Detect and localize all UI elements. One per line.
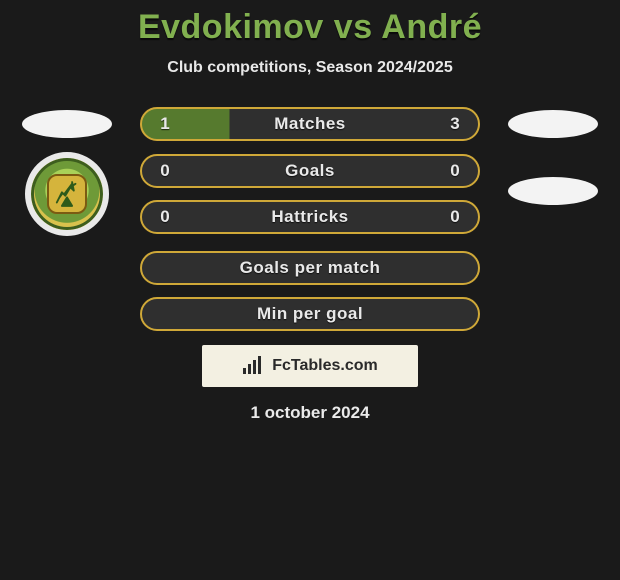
left-side-1 bbox=[12, 149, 122, 239]
stat-bar-gpm: Goals per match bbox=[140, 251, 480, 285]
right-side-4 bbox=[498, 297, 608, 331]
right-ellipse-icon bbox=[508, 110, 598, 138]
stat-left-value: 1 bbox=[156, 114, 174, 134]
stat-right-value: 3 bbox=[446, 114, 464, 134]
left-side-3 bbox=[12, 251, 122, 285]
row-1: 0 Goals 0 0 Hattricks 0 bbox=[12, 149, 608, 239]
stat-label: Matches bbox=[274, 114, 346, 134]
stat-label: Goals bbox=[285, 161, 335, 181]
right-side-0 bbox=[498, 110, 608, 138]
stat-label: Goals per match bbox=[240, 258, 381, 278]
club-crest-icon bbox=[22, 149, 112, 239]
stat-rows: 0 Goals 0 0 Hattricks 0 Goals per match bbox=[0, 149, 620, 331]
stat-bar-hattricks: 0 Hattricks 0 bbox=[140, 200, 480, 234]
row-0: 1 Matches 3 bbox=[0, 107, 620, 141]
stat-left-value: 0 bbox=[156, 207, 174, 227]
stat-bar-matches: 1 Matches 3 bbox=[140, 107, 480, 141]
stat-left-value: 0 bbox=[156, 161, 174, 181]
date-label: 1 october 2024 bbox=[0, 403, 620, 423]
deer-icon bbox=[50, 177, 84, 211]
page-title: Evdokimov vs André bbox=[0, 8, 620, 47]
left-ellipse-icon bbox=[22, 110, 112, 138]
bars-icon bbox=[242, 356, 264, 376]
right-ellipse-icon bbox=[508, 177, 598, 205]
left-side-4 bbox=[12, 297, 122, 331]
stat-bar-goals: 0 Goals 0 bbox=[140, 154, 480, 188]
right-side-3 bbox=[498, 251, 608, 285]
row-4: Min per goal bbox=[12, 297, 608, 331]
stat-bar-mpg: Min per goal bbox=[140, 297, 480, 331]
left-side-0 bbox=[12, 110, 122, 138]
subtitle: Club competitions, Season 2024/2025 bbox=[0, 59, 620, 77]
site-label: FcTables.com bbox=[272, 357, 378, 375]
comparison-card: Evdokimov vs André Club competitions, Se… bbox=[0, 0, 620, 423]
stat-label: Min per goal bbox=[257, 304, 363, 324]
stat-right-value: 0 bbox=[446, 161, 464, 181]
stat-label: Hattricks bbox=[271, 207, 348, 227]
right-side-1 bbox=[498, 177, 608, 211]
row-3: Goals per match bbox=[12, 251, 608, 285]
site-badge: FcTables.com bbox=[202, 345, 418, 387]
stat-right-value: 0 bbox=[446, 207, 464, 227]
